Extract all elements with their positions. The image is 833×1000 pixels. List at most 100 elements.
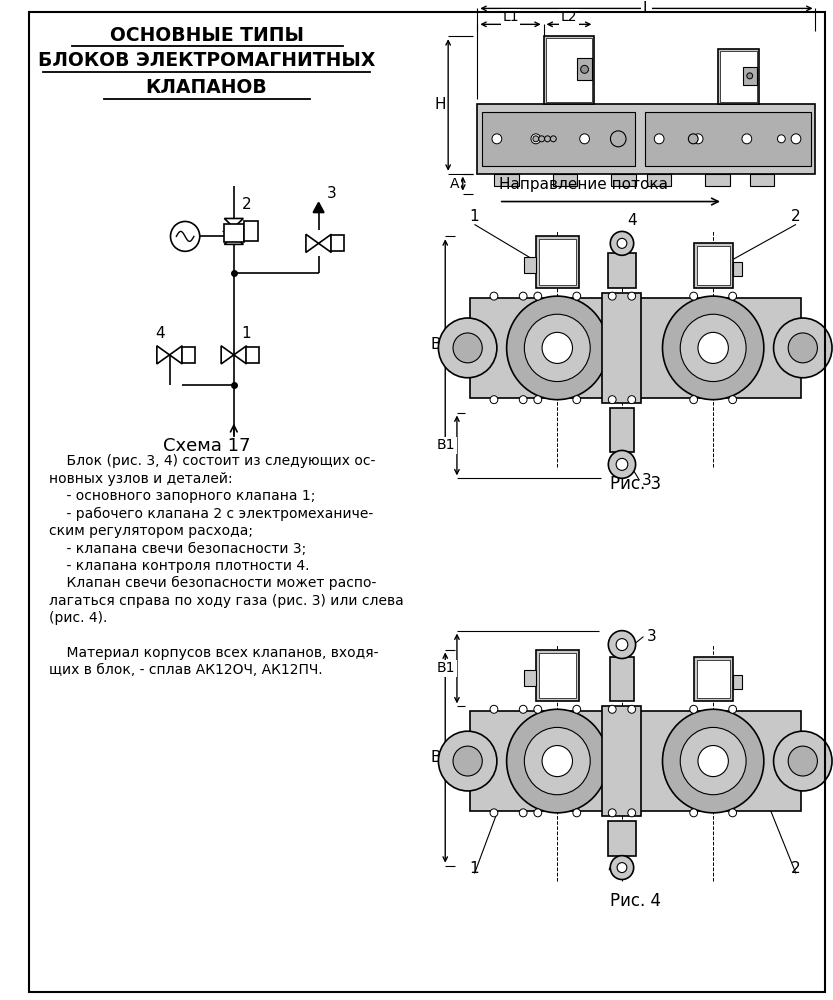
Circle shape: [453, 746, 482, 776]
Text: ОСНОВНЫЕ ТИПЫ: ОСНОВНЫЕ ТИПЫ: [110, 26, 303, 45]
Circle shape: [573, 705, 581, 713]
Text: B1: B1: [437, 661, 456, 675]
Circle shape: [690, 705, 697, 713]
Bar: [602, 293, 641, 403]
Circle shape: [438, 318, 496, 378]
Circle shape: [490, 705, 498, 713]
Polygon shape: [306, 234, 318, 252]
Bar: [243, 221, 258, 241]
Polygon shape: [157, 346, 170, 364]
Circle shape: [573, 292, 581, 300]
Circle shape: [729, 292, 736, 300]
Circle shape: [681, 727, 746, 795]
Bar: [743, 67, 756, 85]
Text: 4: 4: [627, 213, 636, 228]
Bar: [332, 235, 344, 251]
Text: 2: 2: [242, 197, 252, 212]
Bar: [544, 36, 594, 104]
Circle shape: [581, 65, 588, 73]
Circle shape: [788, 746, 817, 776]
Bar: [470, 711, 801, 811]
Text: 2: 2: [791, 209, 801, 224]
Text: B1: B1: [437, 438, 456, 452]
Text: B: B: [431, 337, 441, 352]
Bar: [645, 112, 811, 166]
Text: - клапана контроля плотности 4.: - клапана контроля плотности 4.: [48, 559, 309, 573]
Circle shape: [616, 134, 625, 144]
Circle shape: [698, 746, 728, 777]
Bar: [477, 104, 816, 174]
Bar: [495, 174, 519, 186]
Circle shape: [774, 318, 832, 378]
Text: (рис. 4).: (рис. 4).: [48, 611, 107, 625]
Circle shape: [777, 135, 786, 143]
Polygon shape: [224, 218, 243, 228]
Circle shape: [608, 396, 616, 404]
Circle shape: [453, 333, 482, 363]
Bar: [524, 257, 536, 273]
Bar: [470, 298, 801, 398]
Bar: [608, 821, 636, 856]
Circle shape: [506, 709, 608, 813]
Circle shape: [533, 136, 539, 142]
Text: щих в блок, - сплав АК12ОЧ, АК12ПЧ.: щих в блок, - сплав АК12ОЧ, АК12ПЧ.: [48, 663, 322, 677]
Bar: [536, 650, 579, 701]
Circle shape: [611, 856, 634, 880]
Circle shape: [616, 458, 628, 470]
Polygon shape: [224, 235, 243, 244]
Circle shape: [519, 292, 527, 300]
Text: 3: 3: [641, 473, 651, 488]
Circle shape: [573, 396, 581, 404]
Text: 1: 1: [470, 861, 479, 876]
Text: 1: 1: [470, 209, 479, 224]
Text: - рабочего клапана 2 с электромеханиче-: - рабочего клапана 2 с электромеханиче-: [48, 507, 373, 521]
Circle shape: [534, 292, 541, 300]
Circle shape: [608, 809, 616, 817]
Circle shape: [617, 863, 627, 873]
Bar: [539, 653, 576, 698]
Bar: [224, 224, 243, 242]
Circle shape: [534, 809, 541, 817]
Bar: [696, 246, 730, 285]
Bar: [611, 174, 636, 186]
Circle shape: [608, 450, 636, 478]
Circle shape: [490, 809, 498, 817]
Circle shape: [519, 396, 527, 404]
Circle shape: [542, 746, 572, 777]
Polygon shape: [234, 346, 247, 364]
Circle shape: [747, 73, 753, 79]
Bar: [694, 657, 733, 701]
Circle shape: [628, 809, 636, 817]
Circle shape: [608, 631, 636, 659]
Text: Рис. 4: Рис. 4: [610, 892, 661, 910]
Circle shape: [534, 705, 541, 713]
Polygon shape: [313, 203, 324, 212]
Text: 4: 4: [155, 326, 165, 341]
Circle shape: [662, 709, 764, 813]
Bar: [611, 408, 634, 452]
Bar: [602, 706, 641, 816]
Circle shape: [690, 292, 697, 300]
Bar: [696, 660, 730, 698]
Circle shape: [688, 134, 698, 144]
Circle shape: [608, 292, 616, 300]
Text: H: H: [435, 97, 446, 112]
Circle shape: [545, 136, 551, 142]
Text: A: A: [450, 177, 460, 191]
Text: L2: L2: [561, 10, 577, 24]
Circle shape: [519, 705, 527, 713]
Bar: [720, 51, 756, 102]
Circle shape: [690, 396, 697, 404]
Circle shape: [531, 134, 541, 144]
Bar: [482, 112, 635, 166]
Text: 2: 2: [791, 861, 801, 876]
Bar: [247, 347, 259, 363]
Text: БЛОКОВ ЭЛЕКТРОМАГНИТНЫХ: БЛОКОВ ЭЛЕКТРОМАГНИТНЫХ: [37, 51, 375, 70]
Text: Клапан свечи безопасности может распо-: Клапан свечи безопасности может распо-: [48, 576, 376, 590]
Polygon shape: [170, 346, 182, 364]
Bar: [611, 657, 634, 701]
Bar: [608, 253, 636, 288]
Circle shape: [788, 333, 817, 363]
Circle shape: [542, 332, 572, 363]
Circle shape: [573, 809, 581, 817]
